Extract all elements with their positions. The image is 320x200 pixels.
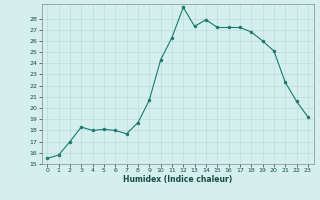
X-axis label: Humidex (Indice chaleur): Humidex (Indice chaleur) <box>123 175 232 184</box>
